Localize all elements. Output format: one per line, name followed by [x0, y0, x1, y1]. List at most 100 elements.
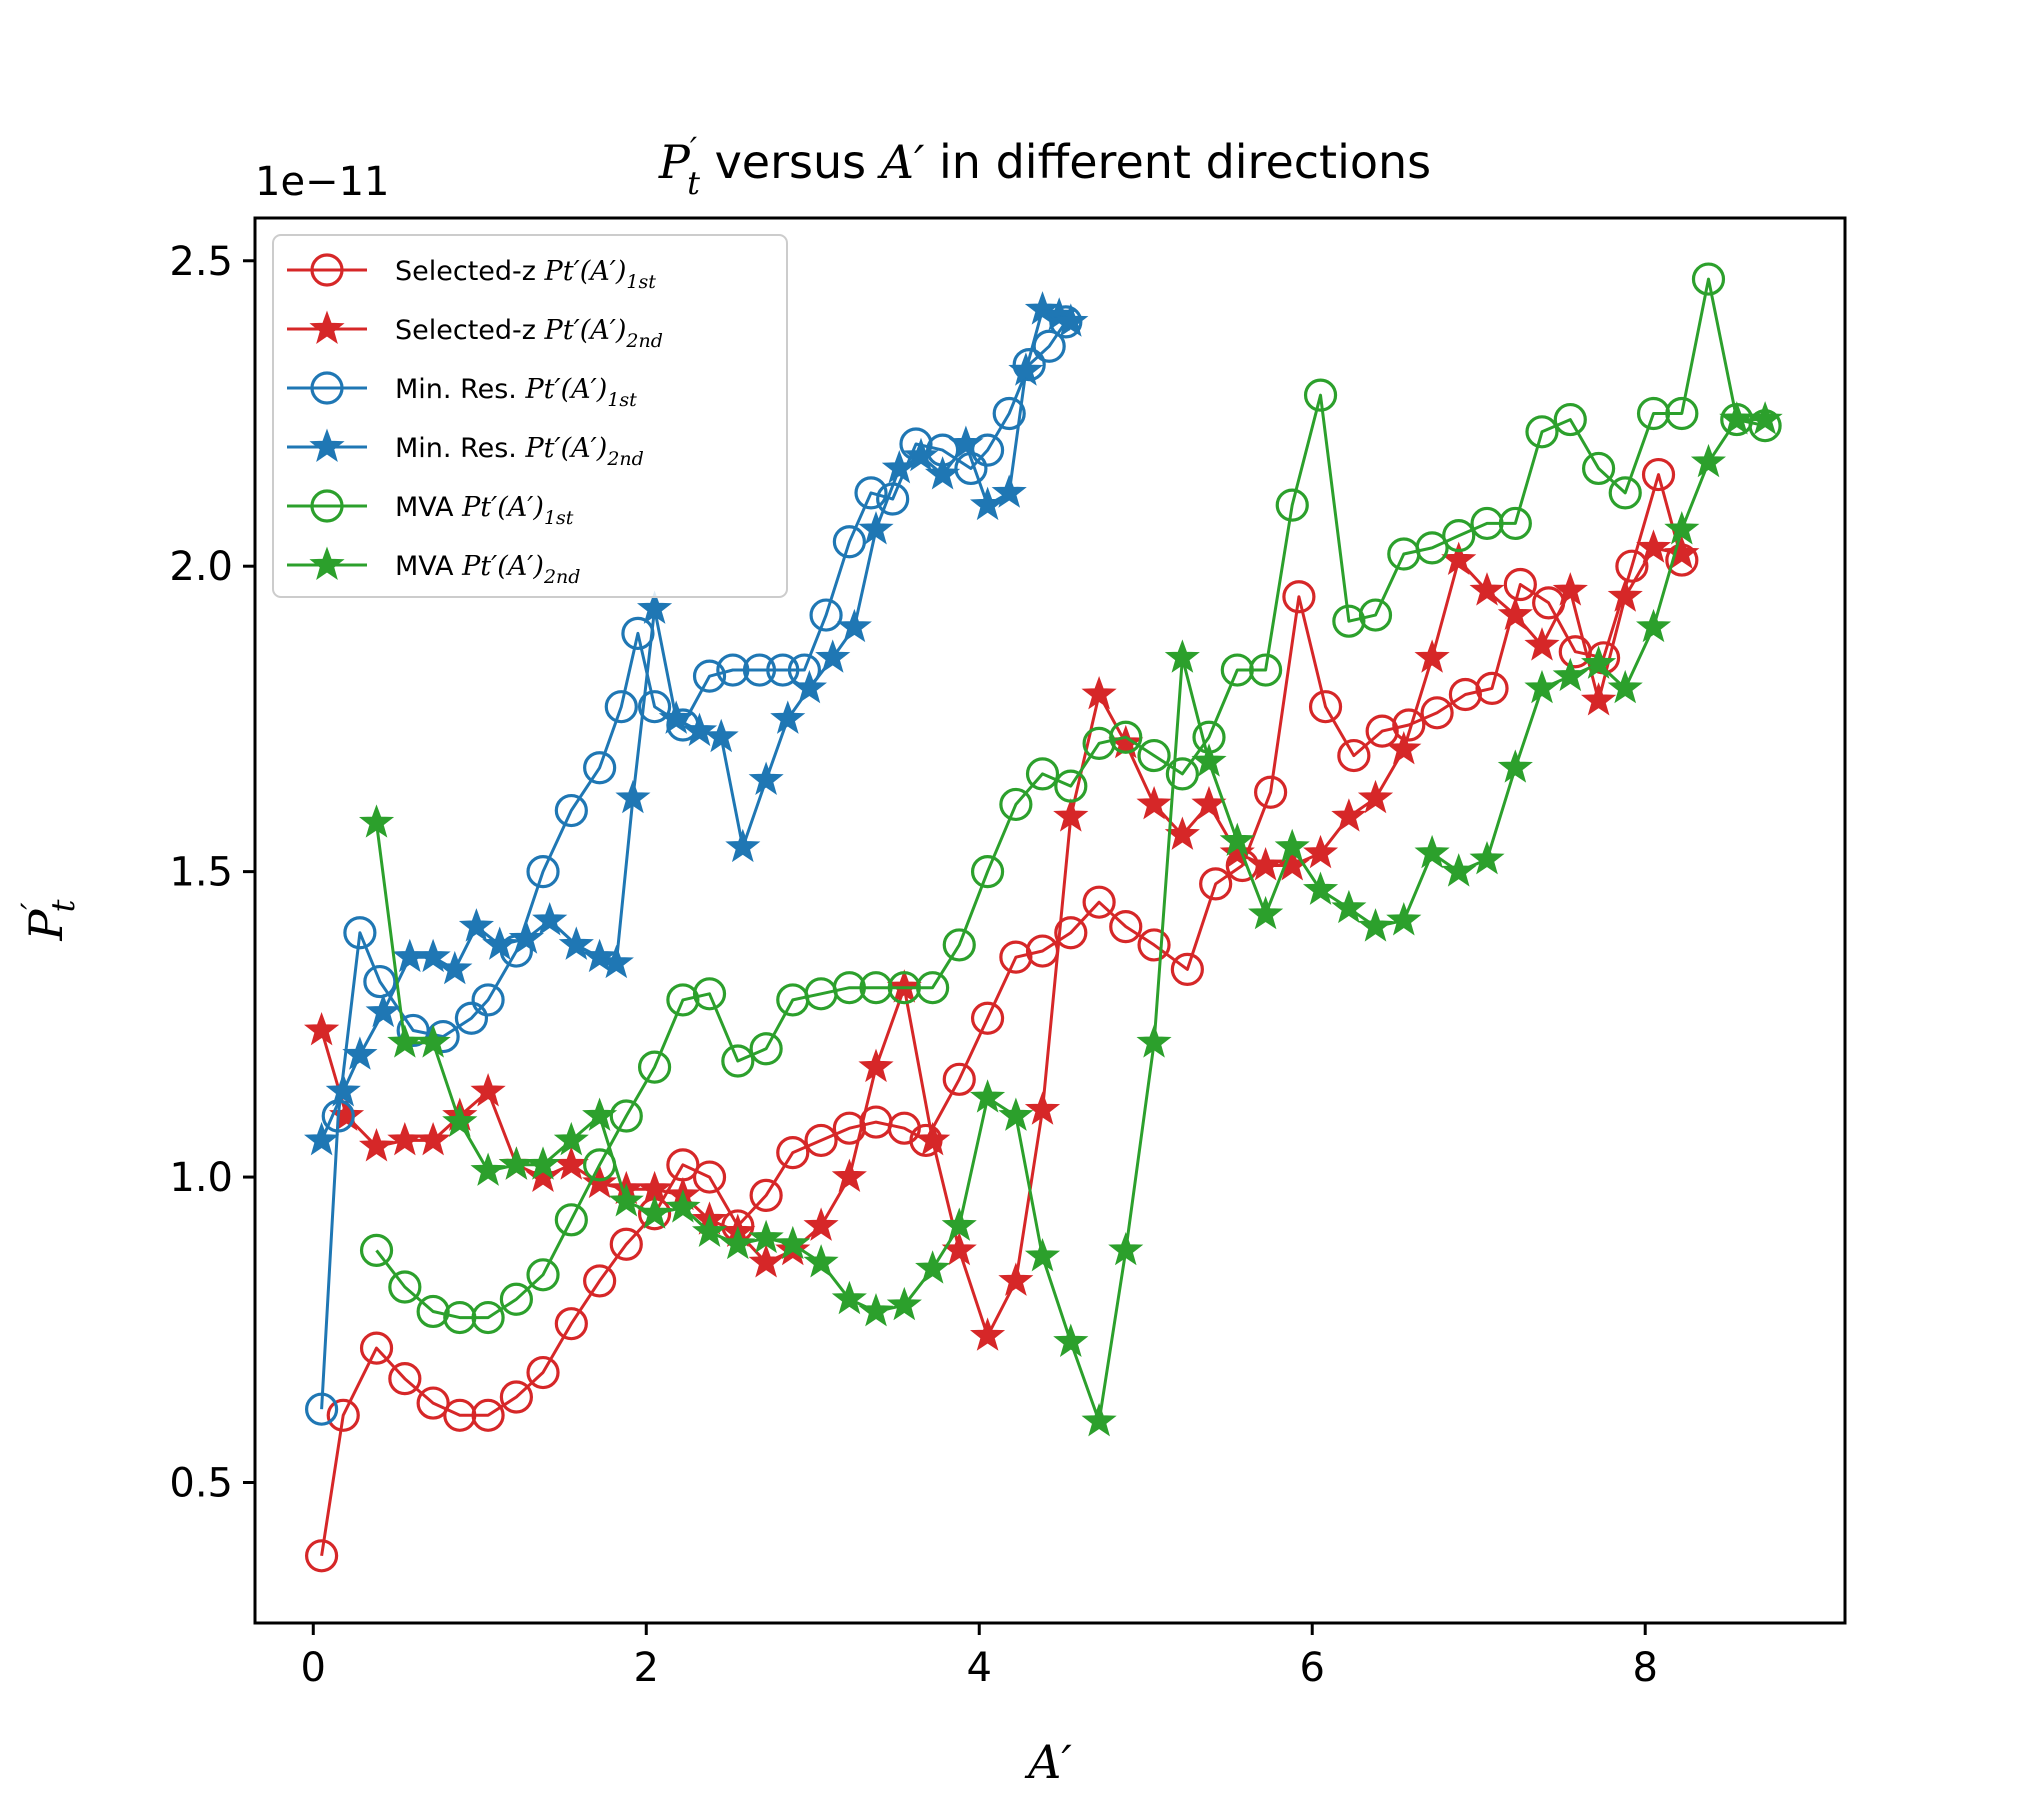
data-point	[1469, 840, 1505, 875]
data-point	[1553, 402, 1587, 437]
data-point	[1357, 908, 1394, 942]
data-point	[437, 950, 473, 985]
data-point	[1691, 262, 1726, 296]
data-point	[1615, 549, 1649, 583]
data-point	[1392, 708, 1426, 742]
data-point	[692, 977, 727, 1011]
data-point	[416, 1386, 450, 1420]
data-point	[1054, 769, 1088, 803]
data-point	[970, 855, 1005, 889]
data-point	[804, 1123, 838, 1158]
data-point	[915, 1121, 951, 1156]
data-point	[1581, 682, 1617, 716]
data-point	[1137, 928, 1171, 962]
data-point	[637, 590, 673, 624]
legend-label: Min. Res. Pt′(A′)1st	[395, 374, 637, 411]
data-point	[637, 690, 672, 724]
data-point	[886, 1286, 922, 1321]
x-tick-label: 4	[967, 1645, 992, 1691]
data-point	[526, 1258, 560, 1292]
data-point	[832, 971, 866, 1005]
x-tick-label: 0	[301, 1645, 326, 1691]
y-offset-text: 1e−11	[255, 159, 389, 205]
data-point	[609, 1227, 643, 1261]
data-point	[598, 944, 634, 979]
data-point	[725, 828, 761, 863]
data-point	[832, 525, 866, 559]
data-point	[1303, 834, 1339, 869]
legend-label: Min. Res. Pt′(A′)2nd	[395, 433, 644, 470]
data-point	[1498, 506, 1532, 541]
data-point	[1414, 834, 1450, 869]
data-point	[583, 751, 617, 785]
series-2	[304, 305, 1083, 1426]
data-point	[359, 1233, 394, 1267]
data-point	[682, 712, 718, 747]
legend: Selected-z Pt′(A′)1st Selected-z Pt′(A′)2…	[272, 234, 788, 598]
data-point	[881, 450, 917, 484]
y-tick-label: 2.5	[169, 239, 233, 285]
plot-frame	[253, 216, 1847, 1625]
data-point	[1469, 572, 1505, 606]
data-point	[526, 1355, 560, 1390]
data-point	[1475, 671, 1509, 705]
y-tick-label: 0.5	[169, 1461, 233, 1507]
data-point	[1420, 696, 1454, 730]
data-point	[948, 425, 984, 459]
data-point	[1636, 608, 1672, 643]
data-point	[343, 916, 377, 950]
legend-label: MVA Pt′(A′)2nd	[395, 551, 580, 588]
data-point	[1108, 1231, 1144, 1266]
legend-marker	[310, 489, 344, 523]
data-point	[1274, 828, 1310, 863]
data-point	[1607, 578, 1643, 612]
data-point	[553, 1121, 589, 1156]
legend-marker	[309, 428, 345, 462]
data-point	[1008, 352, 1044, 386]
legend-entry: Min. Res. Pt′(A′)2nd	[287, 428, 644, 470]
data-point	[443, 1398, 477, 1432]
data-point	[1664, 511, 1700, 545]
data-point	[1053, 798, 1089, 832]
data-point	[831, 1280, 867, 1315]
data-point	[999, 787, 1033, 822]
data-point	[1497, 596, 1533, 630]
data-point	[1024, 1091, 1061, 1125]
data-point	[363, 964, 397, 999]
legend-box	[272, 234, 788, 598]
legend-marker	[310, 371, 344, 405]
legend-entry: MVA Pt′(A′)2nd	[287, 546, 580, 588]
data-point	[604, 690, 638, 724]
data-point	[304, 1539, 339, 1573]
data-point	[415, 1024, 451, 1058]
data-point	[916, 971, 950, 1005]
data-point	[1358, 598, 1393, 632]
data-point	[1415, 531, 1449, 565]
data-point	[998, 1262, 1034, 1296]
data-point	[1170, 952, 1204, 986]
data-point	[748, 761, 784, 795]
data-point	[1470, 506, 1504, 541]
data-point	[749, 1032, 783, 1066]
data-point	[1282, 580, 1316, 614]
y-tick-label: 1.5	[169, 850, 233, 896]
data-point	[1054, 916, 1088, 950]
data-point	[359, 1128, 395, 1162]
data-point	[415, 938, 451, 973]
x-axis-label: A′	[1024, 1735, 1072, 1789]
data-point	[1441, 853, 1477, 887]
data-point	[1331, 889, 1367, 924]
legend-entry: Min. Res. Pt′(A′)1st	[287, 371, 637, 411]
data-point	[1636, 396, 1671, 431]
data-point	[1525, 415, 1559, 449]
data-point	[558, 926, 594, 960]
data-point	[415, 1121, 451, 1156]
data-point	[388, 1362, 422, 1396]
data-point	[854, 476, 888, 510]
x-tick-label: 2	[634, 1645, 659, 1691]
data-point	[1136, 785, 1172, 820]
data-point	[859, 971, 893, 1005]
data-point	[615, 779, 651, 814]
legend-marker	[310, 253, 344, 287]
data-point	[942, 1062, 976, 1096]
